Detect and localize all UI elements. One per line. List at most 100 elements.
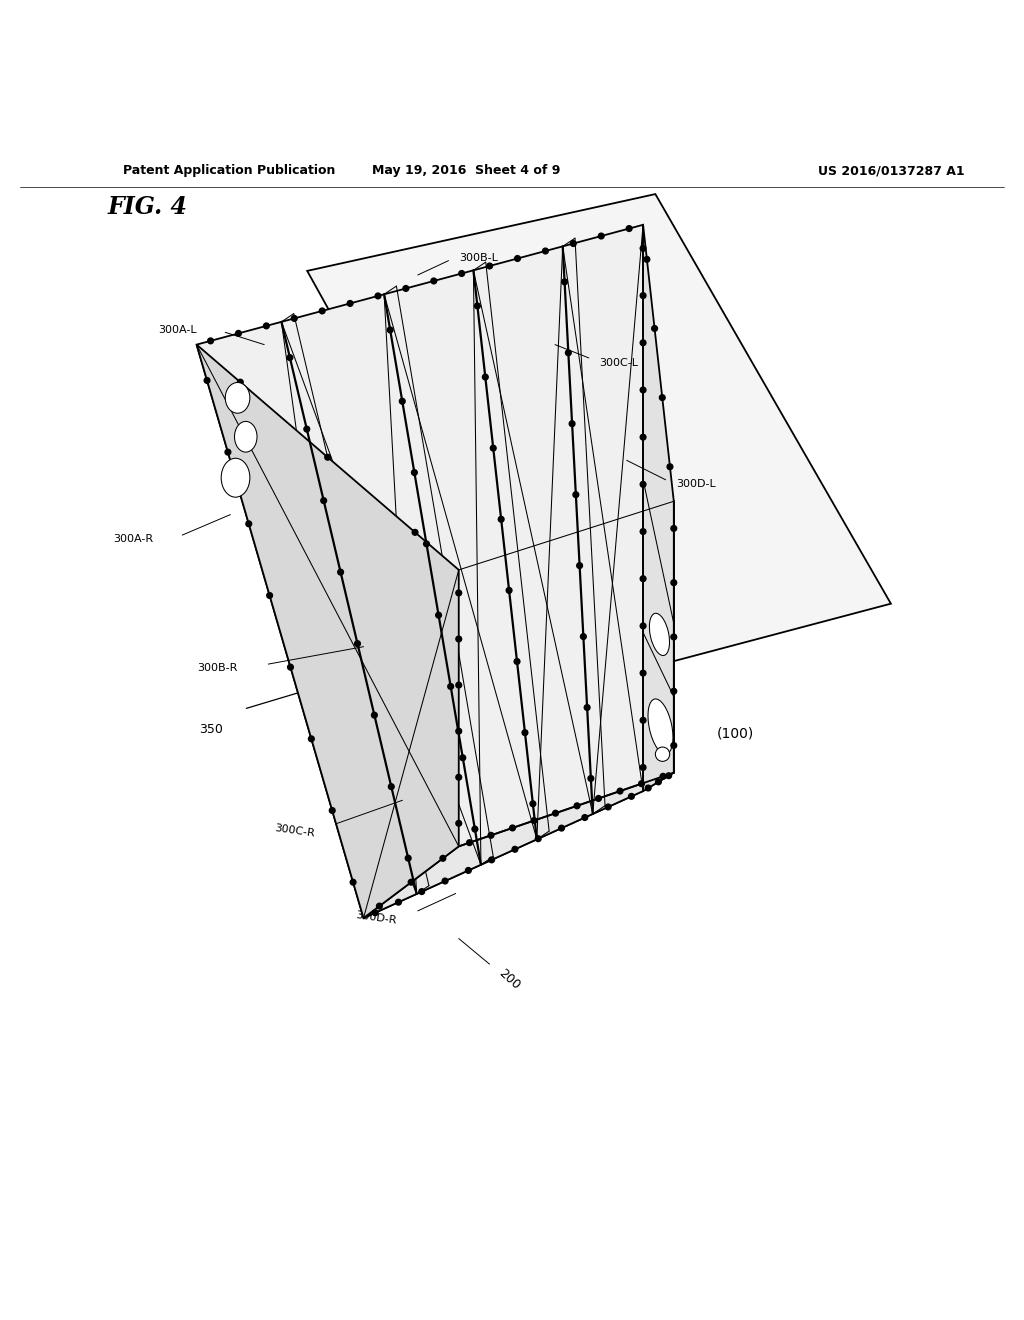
Circle shape	[588, 776, 594, 781]
Circle shape	[569, 421, 574, 426]
Polygon shape	[197, 224, 643, 917]
Text: 300C-R: 300C-R	[273, 824, 315, 838]
Circle shape	[640, 293, 646, 298]
Circle shape	[522, 730, 527, 735]
Circle shape	[409, 879, 414, 886]
Circle shape	[287, 355, 293, 360]
Text: 300B-L: 300B-L	[459, 252, 498, 263]
Circle shape	[640, 623, 646, 628]
Ellipse shape	[221, 458, 250, 498]
Circle shape	[627, 226, 632, 231]
Circle shape	[486, 263, 493, 269]
Circle shape	[238, 379, 243, 385]
Circle shape	[419, 888, 425, 895]
Circle shape	[354, 640, 360, 647]
Text: Patent Application Publication: Patent Application Publication	[123, 164, 335, 177]
Circle shape	[640, 246, 646, 251]
Circle shape	[515, 256, 520, 261]
Circle shape	[424, 541, 429, 546]
Circle shape	[387, 327, 393, 333]
Circle shape	[460, 755, 466, 760]
Circle shape	[225, 449, 230, 455]
Circle shape	[319, 308, 325, 314]
Text: 300A-L: 300A-L	[158, 325, 197, 335]
Circle shape	[412, 470, 417, 475]
Circle shape	[639, 781, 644, 787]
Polygon shape	[643, 224, 674, 791]
Circle shape	[617, 788, 623, 793]
Circle shape	[208, 338, 213, 343]
Circle shape	[325, 454, 331, 461]
Circle shape	[456, 682, 462, 688]
Circle shape	[655, 779, 662, 784]
Circle shape	[413, 529, 418, 535]
Circle shape	[640, 434, 646, 440]
Circle shape	[645, 785, 651, 791]
Text: 350: 350	[200, 723, 223, 737]
Circle shape	[372, 713, 377, 718]
Text: FIG. 4: FIG. 4	[108, 195, 187, 219]
Circle shape	[338, 569, 343, 576]
Ellipse shape	[225, 383, 250, 413]
Circle shape	[403, 285, 409, 292]
Circle shape	[488, 833, 494, 838]
Circle shape	[466, 867, 471, 874]
Polygon shape	[364, 772, 674, 917]
Circle shape	[456, 821, 462, 826]
Circle shape	[399, 399, 406, 404]
Circle shape	[605, 804, 611, 809]
Circle shape	[644, 256, 650, 263]
Text: May 19, 2016  Sheet 4 of 9: May 19, 2016 Sheet 4 of 9	[372, 164, 560, 177]
Circle shape	[655, 747, 670, 762]
Circle shape	[321, 498, 327, 503]
Ellipse shape	[234, 421, 257, 453]
Circle shape	[373, 909, 378, 916]
Text: 200: 200	[496, 966, 522, 993]
Circle shape	[577, 562, 583, 569]
Circle shape	[596, 796, 601, 801]
Circle shape	[395, 899, 401, 906]
Circle shape	[506, 587, 512, 593]
Circle shape	[565, 350, 571, 355]
Circle shape	[671, 688, 677, 694]
Circle shape	[442, 878, 447, 884]
Circle shape	[388, 784, 394, 789]
Circle shape	[543, 248, 548, 253]
Circle shape	[666, 772, 672, 779]
Text: 300B-R: 300B-R	[198, 663, 238, 673]
Circle shape	[640, 482, 646, 487]
Circle shape	[510, 825, 515, 830]
Polygon shape	[197, 345, 459, 917]
Circle shape	[640, 764, 646, 771]
Circle shape	[651, 326, 657, 331]
Circle shape	[308, 737, 314, 742]
Polygon shape	[307, 194, 891, 696]
Circle shape	[490, 445, 496, 451]
Circle shape	[456, 636, 462, 642]
Circle shape	[570, 240, 577, 247]
Circle shape	[456, 775, 462, 780]
Circle shape	[640, 387, 646, 393]
Circle shape	[304, 426, 309, 432]
Circle shape	[456, 729, 462, 734]
Circle shape	[640, 671, 646, 676]
Circle shape	[267, 593, 272, 598]
Circle shape	[447, 684, 454, 689]
Circle shape	[472, 826, 478, 832]
Circle shape	[582, 814, 588, 821]
Circle shape	[671, 743, 677, 748]
Circle shape	[499, 516, 504, 523]
Text: US 2016/0137287 A1: US 2016/0137287 A1	[817, 164, 965, 177]
Circle shape	[440, 855, 445, 861]
Circle shape	[263, 323, 269, 329]
Circle shape	[667, 463, 673, 470]
Circle shape	[435, 612, 441, 618]
Circle shape	[292, 315, 297, 321]
Circle shape	[467, 840, 472, 846]
Circle shape	[459, 271, 465, 276]
Text: (100): (100)	[717, 727, 754, 741]
Circle shape	[350, 879, 356, 886]
Circle shape	[204, 378, 210, 383]
Circle shape	[640, 529, 646, 535]
Circle shape	[553, 810, 558, 816]
